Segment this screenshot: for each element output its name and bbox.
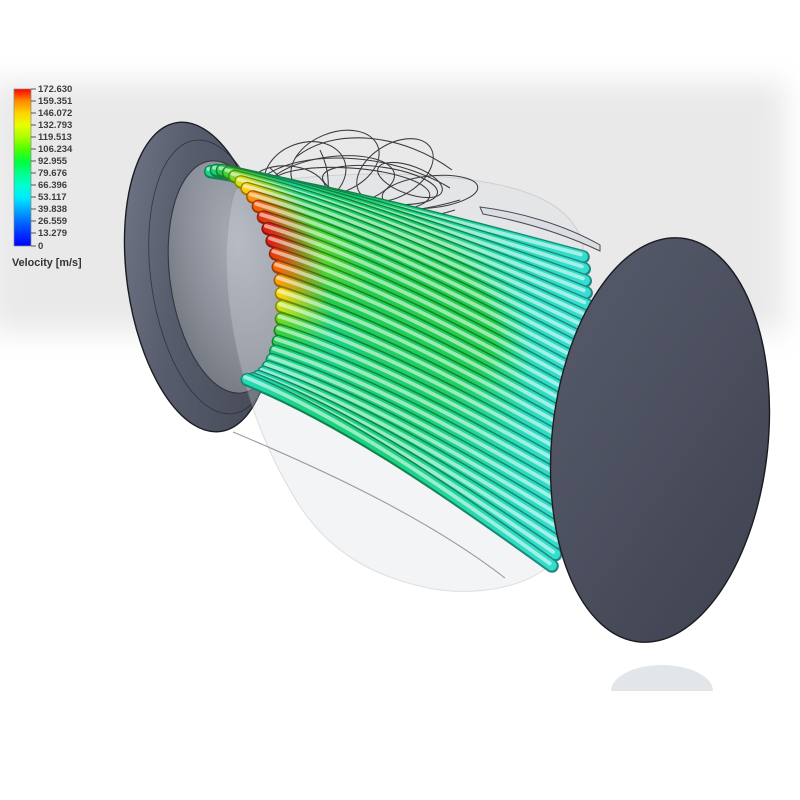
svg-text:26.559: 26.559 bbox=[38, 216, 67, 227]
svg-text:172.630: 172.630 bbox=[38, 84, 72, 95]
svg-text:13.279: 13.279 bbox=[38, 228, 67, 239]
svg-text:146.072: 146.072 bbox=[38, 108, 72, 119]
svg-text:39.838: 39.838 bbox=[38, 204, 67, 215]
svg-text:79.676: 79.676 bbox=[38, 168, 67, 179]
svg-text:66.396: 66.396 bbox=[38, 180, 67, 191]
svg-text:92.955: 92.955 bbox=[38, 156, 68, 167]
svg-text:0: 0 bbox=[38, 241, 43, 252]
svg-text:159.351: 159.351 bbox=[38, 96, 73, 107]
svg-text:132.793: 132.793 bbox=[38, 120, 72, 131]
svg-text:106.234: 106.234 bbox=[38, 144, 73, 155]
svg-text:119.513: 119.513 bbox=[38, 132, 72, 143]
svg-text:Velocity [m/s]: Velocity [m/s] bbox=[12, 257, 82, 269]
svg-text:53.117: 53.117 bbox=[38, 192, 67, 203]
